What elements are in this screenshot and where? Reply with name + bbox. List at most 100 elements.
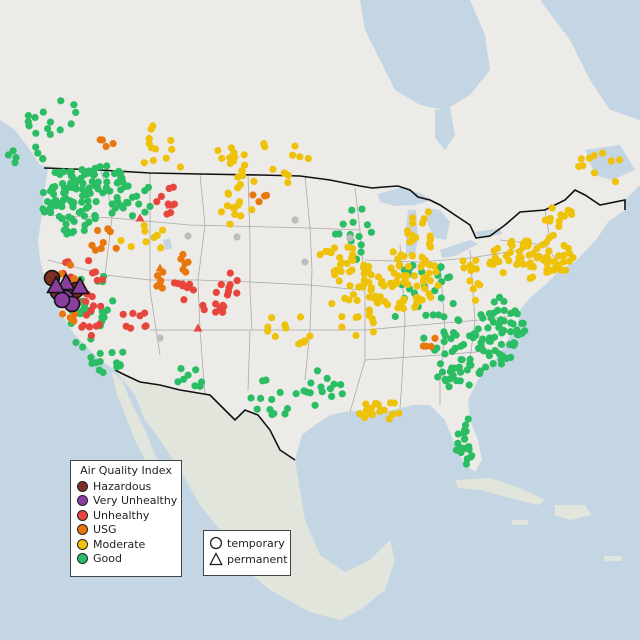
monitor-point: [611, 178, 620, 186]
severe-temporary-monitor: [53, 291, 71, 309]
monitor-point: [129, 309, 137, 317]
monitor-point: [500, 306, 508, 314]
monitor-point: [565, 249, 573, 257]
monitor-point: [217, 281, 225, 289]
monitor-point: [406, 238, 414, 246]
monitor-point: [128, 212, 137, 220]
legend-label: Unhealthy: [93, 508, 150, 522]
monitor-point: [79, 343, 87, 351]
usg-swatch: [77, 524, 88, 536]
monitor-point: [259, 377, 267, 385]
monitor-point-missing: [184, 232, 192, 240]
monitor-point: [422, 275, 430, 283]
monitor-point: [521, 327, 529, 335]
monitor-point: [484, 324, 492, 332]
monitor-point: [427, 342, 435, 351]
monitor-point: [117, 237, 125, 245]
monitor-point: [122, 322, 130, 330]
baja-california: [112, 372, 165, 478]
monitor-point: [90, 170, 99, 179]
monitor-point: [357, 248, 365, 256]
monitor-point: [153, 198, 161, 206]
monitor-point: [367, 284, 376, 292]
monitor-point: [338, 390, 346, 398]
monitor-point: [434, 373, 442, 381]
monitor-point: [218, 154, 226, 162]
monitor-point: [276, 388, 284, 397]
monitor-point: [24, 112, 32, 120]
monitor-point: [94, 185, 102, 193]
monitor-point: [599, 149, 607, 157]
monitor-point: [365, 293, 373, 301]
monitor-point: [469, 285, 477, 293]
monitor-point: [445, 383, 453, 391]
monitor-point: [482, 363, 490, 371]
monitor-point: [533, 245, 541, 253]
monitor-point: [349, 218, 357, 226]
monitor-point: [108, 200, 116, 208]
aqi-legend: Air Quality Index Hazardous Very Unhealt…: [70, 460, 182, 577]
monitor-point: [432, 268, 440, 276]
legend-item-temporary: temporary: [204, 535, 290, 551]
monitor-point: [180, 296, 188, 304]
monitor-point: [515, 253, 523, 262]
monitor-point: [89, 269, 97, 277]
triangle-icon: [209, 552, 223, 566]
monitor-point: [281, 410, 289, 418]
monitor-point: [562, 266, 570, 274]
monitor-point: [97, 244, 105, 252]
monitor-point: [99, 189, 107, 197]
monitor-point: [142, 238, 150, 246]
monitor-point: [149, 122, 157, 130]
monitor-point: [247, 394, 255, 402]
monitor-point: [508, 237, 516, 245]
monitor-point: [39, 108, 47, 116]
monitor-point: [123, 198, 131, 206]
monitor-point: [69, 228, 78, 236]
great-salt-lake: [163, 238, 172, 250]
monitor-point: [546, 266, 554, 274]
monitor-point: [408, 252, 417, 260]
monitor-point: [158, 284, 166, 292]
monitor-point: [58, 215, 66, 223]
monitor-point: [438, 368, 447, 376]
monitor-point: [58, 310, 67, 318]
monitor-point: [109, 140, 117, 148]
permanent-monitor: [165, 200, 175, 209]
monitor-point: [485, 352, 493, 360]
lake-erie: [440, 240, 478, 258]
legend-label: Very Unhealthy: [93, 494, 178, 508]
monitor-point: [345, 296, 353, 304]
monitor-point: [58, 203, 66, 211]
monitor-point: [459, 341, 468, 349]
monitor-point: [119, 348, 127, 356]
monitor-point: [281, 321, 289, 329]
monitor-point: [338, 313, 346, 321]
legend-label: Good: [93, 552, 122, 566]
monitor-point: [217, 208, 226, 216]
lake-ontario: [475, 228, 502, 238]
monitor-point: [316, 251, 324, 259]
monitor-point: [476, 370, 484, 378]
monitor-point: [96, 358, 104, 366]
monitor-point: [69, 314, 77, 322]
monitor-point: [395, 262, 403, 270]
monitor-point: [472, 331, 480, 339]
monitor-point: [364, 268, 372, 276]
monitor-point: [99, 239, 107, 247]
monitor-point: [89, 302, 98, 310]
monitor-point: [39, 155, 47, 163]
monitor-point: [67, 179, 75, 187]
monitor-point: [32, 143, 40, 151]
monitor-point: [220, 303, 228, 311]
monitor-point: [114, 178, 122, 186]
legend-title: Air Quality Index: [80, 464, 172, 477]
monitor-point: [103, 178, 111, 186]
monitor-point: [388, 410, 397, 418]
legend-label: USG: [93, 523, 117, 537]
very-unhealthy-swatch: [77, 495, 88, 507]
monitor-point: [545, 258, 553, 266]
monitor-point: [505, 257, 513, 265]
monitor-point: [421, 284, 429, 293]
monitor-point: [507, 353, 515, 361]
